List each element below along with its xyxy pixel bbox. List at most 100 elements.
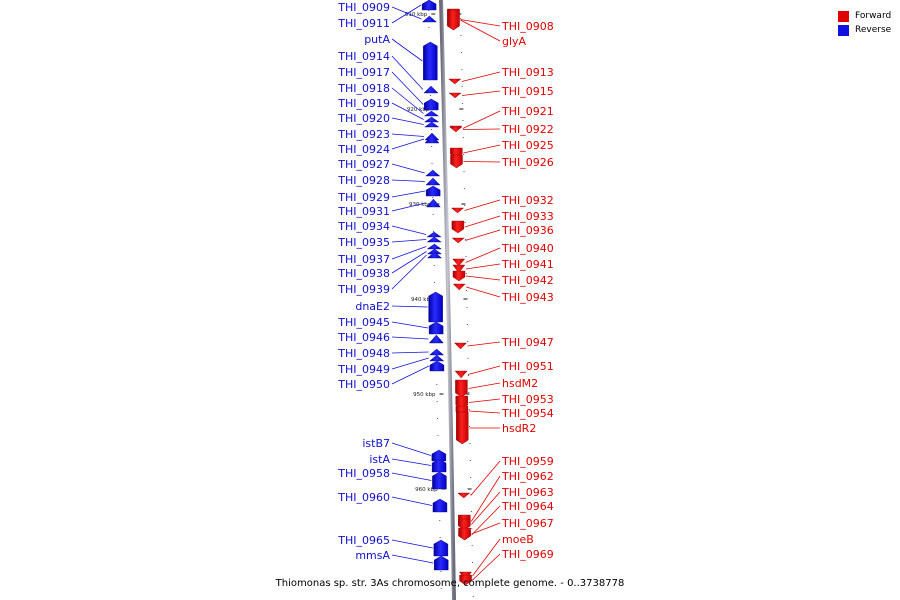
forward-gene-label[interactable]: THI_0940: [501, 242, 554, 255]
reverse-gene-arrow[interactable]: [424, 98, 439, 111]
forward-gene-arrow[interactable]: [452, 283, 466, 291]
reverse-gene-label[interactable]: THI_0914: [337, 50, 390, 63]
forward-gene-label[interactable]: THI_0963: [501, 486, 554, 499]
reverse-gene-label[interactable]: THI_0927: [337, 158, 390, 171]
reverse-gene-label[interactable]: THI_0945: [337, 316, 390, 329]
forward-gene-arrow[interactable]: [448, 78, 462, 85]
reverse-gene-arrow[interactable]: [425, 185, 441, 197]
reverse-gene-label[interactable]: THI_0920: [337, 112, 390, 125]
reverse-gene-label[interactable]: THI_0938: [337, 267, 390, 280]
reverse-gene-label[interactable]: THI_0937: [337, 253, 390, 266]
forward-gene-label[interactable]: THI_0947: [501, 336, 554, 349]
reverse-gene-label[interactable]: THI_0919: [337, 97, 390, 110]
reverse-gene-arrow[interactable]: [431, 449, 447, 462]
forward-gene-arrow[interactable]: [451, 237, 465, 244]
reverse-gene-label[interactable]: THI_0931: [337, 205, 390, 218]
reverse-gene-label[interactable]: THI_0958: [337, 467, 390, 480]
forward-gene-label[interactable]: THI_0908: [501, 20, 554, 33]
reverse-gene-label[interactable]: istA: [369, 453, 390, 466]
reverse-gene-arrow[interactable]: [426, 236, 442, 243]
reverse-gene-arrow[interactable]: [428, 291, 443, 323]
reverse-gene-label[interactable]: THI_0950: [337, 378, 390, 391]
forward-gene-label[interactable]: hsdR2: [502, 422, 536, 435]
reverse-gene-arrow[interactable]: [426, 243, 442, 250]
reverse-gene-label[interactable]: THI_0928: [337, 174, 390, 187]
forward-gene-arrow[interactable]: [452, 270, 466, 282]
forward-gene-label[interactable]: THI_0959: [501, 455, 554, 468]
reverse-gene-arrow[interactable]: [428, 321, 444, 335]
forward-gene-arrow[interactable]: [456, 411, 469, 445]
reverse-gene-arrow[interactable]: [425, 198, 441, 208]
reverse-gene-label[interactable]: mmsA: [355, 549, 390, 562]
forward-gene-arrow[interactable]: [448, 92, 462, 99]
forward-gene-label[interactable]: hsdM2: [502, 377, 538, 390]
reverse-gene-arrow[interactable]: [425, 177, 441, 186]
reverse-gene-label[interactable]: THI_0946: [337, 331, 390, 344]
forward-gene-arrow[interactable]: [452, 258, 466, 267]
forward-gene-arrow[interactable]: [457, 492, 471, 499]
reverse-gene-label[interactable]: putA: [364, 33, 390, 46]
reverse-gene-arrow[interactable]: [432, 498, 448, 513]
reverse-gene-label[interactable]: THI_0948: [337, 347, 390, 360]
forward-gene-arrow[interactable]: [447, 9, 460, 31]
reverse-gene-arrow[interactable]: [433, 539, 449, 557]
reverse-gene-arrow[interactable]: [423, 41, 438, 81]
forward-gene-label[interactable]: THI_0933: [501, 210, 554, 223]
forward-gene-arrow[interactable]: [451, 207, 465, 214]
reverse-gene-arrow[interactable]: [425, 169, 441, 177]
reverse-gene-arrow[interactable]: [431, 458, 447, 473]
forward-gene-label[interactable]: THI_0969: [501, 548, 554, 561]
reverse-gene-arrow[interactable]: [423, 116, 440, 123]
forward-gene-arrow[interactable]: [454, 342, 467, 350]
forward-gene-label[interactable]: THI_0915: [501, 85, 554, 98]
reverse-gene-label[interactable]: THI_0939: [337, 283, 390, 296]
forward-gene-arrow[interactable]: [452, 264, 466, 274]
forward-gene-arrow[interactable]: [455, 379, 468, 398]
reverse-gene-arrow[interactable]: [423, 85, 439, 94]
reverse-gene-label[interactable]: THI_0949: [337, 363, 390, 376]
forward-gene-label[interactable]: THI_0932: [501, 194, 554, 207]
reverse-gene-arrow[interactable]: [433, 555, 449, 571]
reverse-gene-label[interactable]: THI_0911: [337, 17, 390, 30]
reverse-gene-arrow[interactable]: [424, 134, 440, 144]
reverse-gene-arrow[interactable]: [429, 360, 445, 372]
forward-gene-arrow[interactable]: [450, 154, 463, 169]
reverse-gene-label[interactable]: istB7: [362, 437, 390, 450]
reverse-gene-label[interactable]: THI_0918: [337, 82, 390, 95]
forward-gene-label[interactable]: THI_0953: [501, 393, 554, 406]
reverse-gene-arrow[interactable]: [424, 121, 440, 128]
reverse-gene-arrow[interactable]: [421, 0, 437, 11]
reverse-gene-label[interactable]: THI_0934: [337, 220, 390, 233]
forward-gene-label[interactable]: THI_0943: [501, 291, 554, 304]
forward-gene-label[interactable]: THI_0921: [501, 105, 554, 118]
reverse-gene-arrow[interactable]: [426, 251, 443, 259]
forward-gene-arrow[interactable]: [454, 370, 468, 379]
forward-gene-label[interactable]: THI_0954: [501, 407, 554, 420]
reverse-gene-label[interactable]: THI_0965: [337, 534, 390, 547]
forward-gene-label[interactable]: THI_0936: [501, 224, 554, 237]
reverse-gene-arrow[interactable]: [428, 334, 444, 344]
forward-gene-label[interactable]: THI_0942: [501, 274, 554, 287]
forward-gene-arrow[interactable]: [449, 126, 463, 133]
forward-gene-label[interactable]: glyA: [502, 35, 527, 48]
forward-gene-label[interactable]: moeB: [502, 533, 534, 546]
forward-gene-label[interactable]: THI_0913: [501, 66, 554, 79]
forward-gene-arrow[interactable]: [451, 220, 465, 234]
reverse-gene-label[interactable]: THI_0909: [337, 1, 390, 14]
forward-gene-label[interactable]: THI_0964: [501, 500, 554, 513]
forward-gene-arrow[interactable]: [458, 527, 471, 541]
forward-gene-arrow[interactable]: [459, 574, 472, 586]
reverse-gene-arrow[interactable]: [429, 348, 445, 356]
forward-gene-label[interactable]: THI_0962: [501, 470, 554, 483]
reverse-gene-label[interactable]: THI_0923: [337, 128, 390, 141]
forward-gene-label[interactable]: THI_0922: [501, 123, 554, 136]
reverse-gene-arrow[interactable]: [423, 110, 440, 117]
reverse-gene-label[interactable]: THI_0960: [337, 491, 390, 504]
reverse-gene-label[interactable]: THI_0917: [337, 66, 390, 79]
reverse-gene-label[interactable]: dnaE2: [355, 300, 390, 313]
reverse-gene-arrow[interactable]: [432, 471, 447, 490]
forward-gene-label[interactable]: THI_0951: [501, 360, 554, 373]
forward-gene-label[interactable]: THI_0926: [501, 156, 554, 169]
forward-gene-label[interactable]: THI_0941: [501, 258, 554, 271]
forward-gene-label[interactable]: THI_0967: [501, 517, 554, 530]
